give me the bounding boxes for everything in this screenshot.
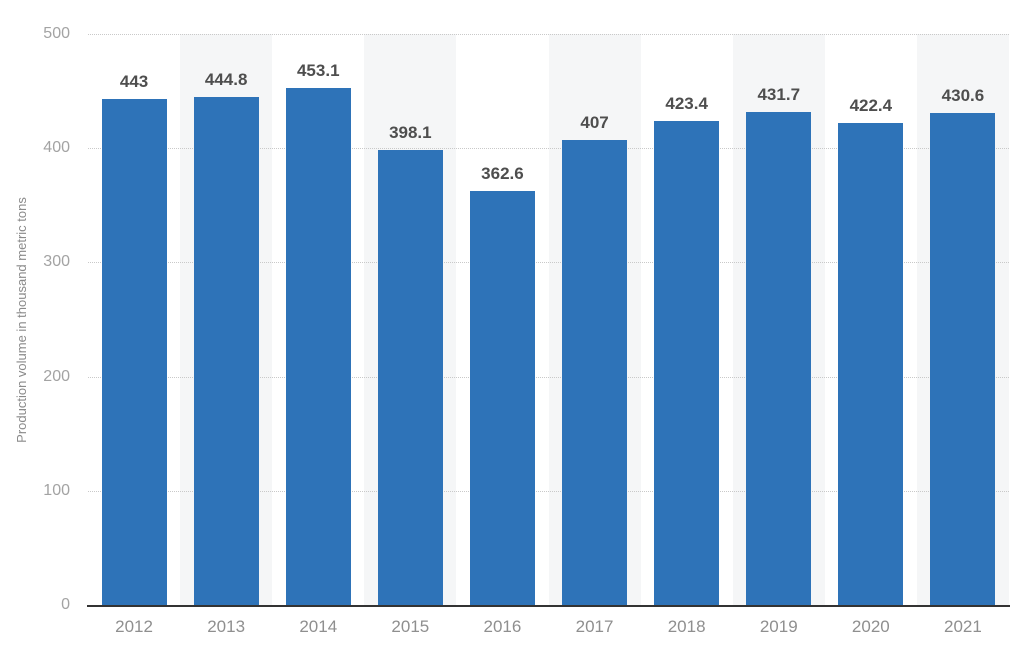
value-label-2012: 443 [119, 72, 149, 92]
y-tick-0: 0 [61, 596, 70, 613]
value-label-2018: 423.4 [665, 94, 708, 114]
x-tick-2015: 2015 [391, 617, 430, 636]
x-tick-2019: 2019 [759, 617, 798, 636]
bar-2014[interactable] [285, 87, 351, 605]
plot-area: 443 444.8 453.1 398.1 362.6 407 423.4 431.7 422.… [88, 34, 1009, 605]
value-label-2019: 431.7 [757, 85, 801, 104]
y-tick-100: 100 [43, 481, 70, 499]
x-tick-2018: 2018 [667, 617, 706, 636]
x-tick-2014: 2014 [299, 617, 338, 636]
gridline-100 [88, 490, 1009, 492]
bar-2012[interactable] [101, 99, 167, 605]
bar-2020[interactable] [838, 122, 904, 605]
y-tick-400: 400 [43, 139, 70, 157]
x-axis-line [87, 605, 1010, 607]
value-label-2013: 444.8 [204, 70, 248, 90]
value-label-2016: 362.6 [481, 163, 524, 183]
x-tick-2021: 2021 [944, 617, 982, 636]
bar-2013[interactable] [193, 97, 259, 605]
x-tick-2020: 2020 [851, 617, 890, 636]
value-label-2017: 407 [580, 113, 609, 133]
bar-2015[interactable] [377, 150, 443, 605]
x-tick-2012: 2012 [115, 617, 153, 636]
bar-2016[interactable] [469, 190, 535, 605]
gridline-300 [88, 262, 1009, 264]
value-label-2014: 453.1 [296, 60, 340, 80]
x-tick-2016: 2016 [483, 617, 522, 636]
bar-2021[interactable] [930, 113, 996, 605]
value-label-2021: 430.6 [941, 86, 985, 106]
value-label-2020: 422.4 [849, 95, 893, 115]
bar-2017[interactable] [562, 140, 628, 605]
value-label-2015: 398.1 [389, 123, 432, 143]
y-tick-500: 500 [43, 25, 70, 42]
gridline-400 [88, 148, 1009, 150]
gridline-200 [88, 376, 1009, 378]
y-tick-300: 300 [43, 253, 70, 271]
gridline-500 [88, 34, 1009, 35]
y-tick-200: 200 [43, 367, 70, 385]
bar-2018[interactable] [654, 121, 720, 605]
bar-2019[interactable] [746, 112, 812, 605]
x-tick-2017: 2017 [575, 617, 614, 636]
x-tick-2013: 2013 [207, 617, 246, 636]
y-axis-tick-labels: 0 100 200 300 400 500 [0, 0, 70, 651]
